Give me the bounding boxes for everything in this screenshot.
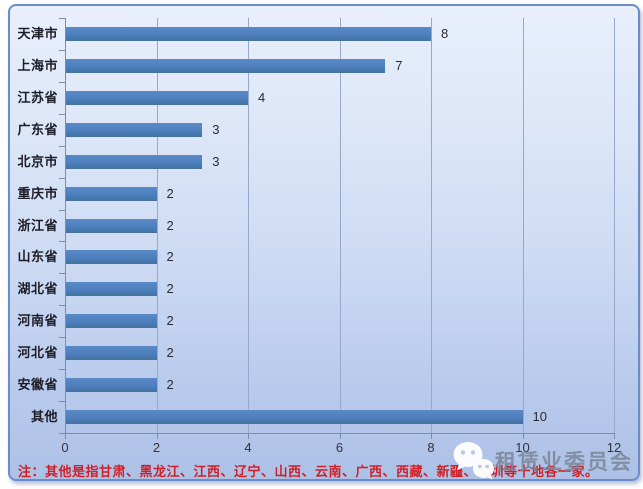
y-axis-tick	[59, 113, 65, 115]
bar	[66, 26, 431, 41]
value-label: 2	[166, 377, 174, 393]
x-axis-label: 12	[606, 440, 622, 455]
x-axis-tick	[522, 433, 524, 439]
watermark-text: 租赁业委员会	[495, 451, 633, 474]
y-axis-tick	[59, 369, 65, 371]
x-axis-label: 10	[515, 440, 530, 455]
wechat-icon	[451, 440, 495, 487]
bar	[66, 218, 157, 233]
value-label: 2	[166, 313, 174, 329]
y-axis-tick	[59, 241, 65, 243]
x-axis-tick	[248, 433, 249, 439]
gridline	[248, 18, 249, 433]
bar	[66, 186, 157, 201]
bar	[66, 90, 248, 105]
y-axis-tick	[59, 145, 65, 147]
watermark: 租赁业委员会	[451, 440, 637, 482]
value-label: 7	[395, 57, 403, 73]
y-axis-tick	[59, 177, 65, 179]
y-axis-tick	[59, 81, 65, 83]
x-axis-label: 6	[335, 440, 344, 455]
gridline	[522, 18, 524, 433]
x-axis-tick	[156, 433, 158, 439]
y-axis-tick	[59, 49, 65, 51]
value-label: 2	[166, 345, 174, 361]
bar	[66, 346, 157, 361]
gridline	[614, 18, 615, 433]
y-axis-line	[65, 18, 66, 434]
value-label: 2	[166, 281, 174, 297]
value-label: 3	[212, 153, 220, 169]
category-label: 北京市	[17, 153, 58, 169]
footnote: 注：其他是指甘肃、黑龙江、江西、辽宁、山西、云南、广西、西藏、新疆、深圳等十地各…	[18, 464, 599, 479]
y-axis-tick	[59, 401, 65, 403]
gridline	[156, 18, 158, 433]
x-axis-tick	[65, 433, 66, 439]
bar	[66, 410, 523, 425]
y-axis-tick	[59, 433, 65, 434]
gridline	[339, 18, 341, 433]
bar	[66, 122, 203, 137]
x-axis-label: 8	[427, 440, 435, 455]
bar	[66, 314, 157, 329]
y-axis-tick	[59, 305, 65, 307]
bar	[66, 58, 386, 73]
y-axis-tick	[59, 209, 65, 211]
x-axis-tick	[614, 433, 615, 439]
value-label: 8	[441, 25, 449, 41]
bar	[66, 154, 203, 169]
category-label: 江苏省	[17, 89, 58, 105]
category-label: 河南省	[17, 313, 58, 329]
x-axis-label: 2	[152, 440, 161, 455]
gridline	[431, 18, 432, 433]
y-axis-tick	[59, 273, 65, 275]
bar	[66, 378, 157, 393]
category-label: 浙江省	[17, 217, 58, 233]
category-label: 上海市	[17, 57, 58, 73]
x-axis-label: 0	[61, 440, 69, 455]
category-label: 湖北省	[17, 281, 58, 297]
x-axis-tick	[431, 433, 432, 439]
x-axis-line	[65, 433, 615, 434]
category-label: 安徽省	[17, 377, 58, 393]
category-label: 山东省	[17, 249, 58, 265]
chart-panel	[8, 4, 640, 481]
x-axis-tick	[339, 433, 341, 439]
value-label: 10	[532, 409, 547, 425]
category-label: 河北省	[17, 345, 58, 361]
value-label: 2	[166, 249, 174, 265]
category-label: 重庆市	[17, 185, 58, 201]
category-label: 其他	[30, 409, 58, 425]
bar	[66, 282, 157, 297]
y-axis-tick	[59, 337, 65, 339]
category-label: 广东省	[17, 121, 58, 137]
bar	[66, 250, 157, 265]
value-label: 2	[166, 185, 174, 201]
value-label: 2	[166, 217, 174, 233]
value-label: 3	[212, 121, 220, 137]
y-axis-tick	[59, 18, 65, 19]
value-label: 4	[258, 89, 266, 105]
x-axis-label: 4	[244, 440, 252, 455]
category-label: 天津市	[17, 25, 58, 41]
